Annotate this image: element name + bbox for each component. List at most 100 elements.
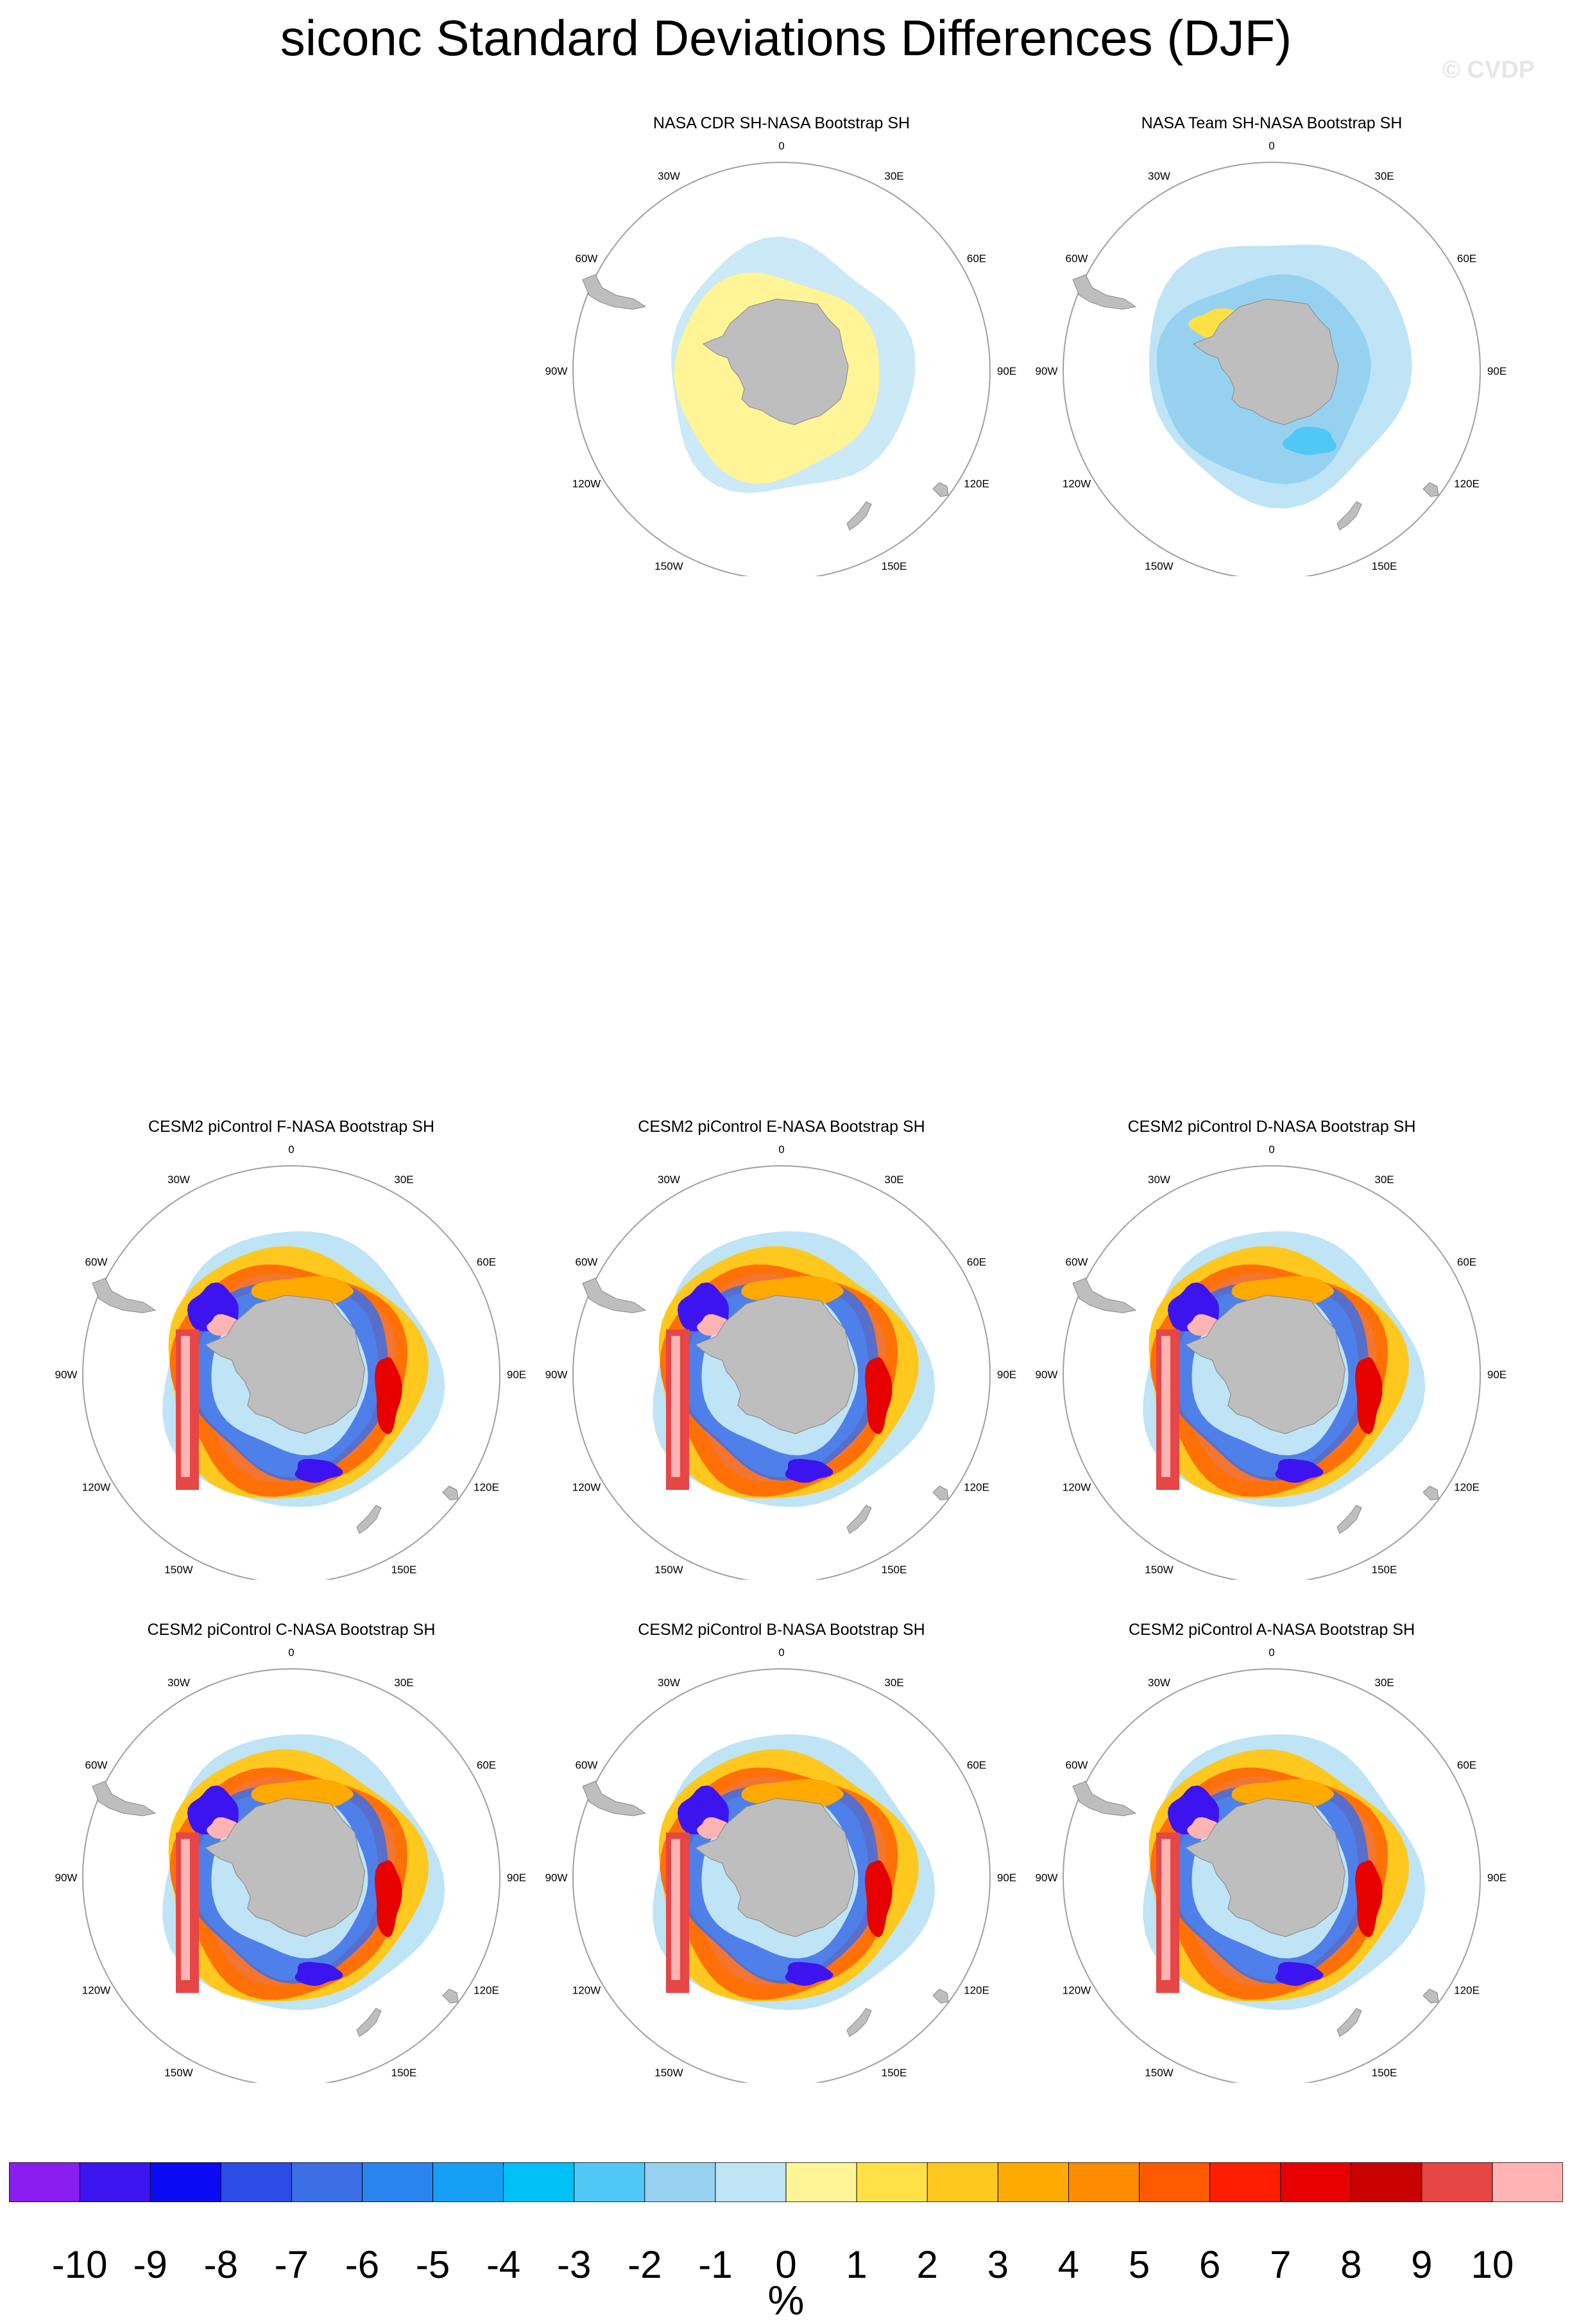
- longitude-label: 0: [288, 1646, 294, 1659]
- longitude-label: 150W: [164, 2067, 192, 2079]
- figure-title: siconc Standard Deviations Differences (…: [280, 10, 1292, 66]
- panel-title: CESM2 piControl F-NASA Bootstrap SH: [148, 1118, 434, 1136]
- panel-title: CESM2 piControl E-NASA Bootstrap SH: [638, 1118, 925, 1136]
- longitude-label: 150W: [1145, 1564, 1173, 1576]
- longitude-label: 60W: [576, 1256, 598, 1269]
- polar-map: 030E60E90E120E150E180150W120W90W60W30W: [545, 1646, 1016, 2083]
- ice-patch-red: [374, 1860, 402, 1938]
- tasmania-landmass: [442, 1988, 459, 2004]
- longitude-label: 120W: [82, 1985, 110, 1997]
- new-zealand-landmass: [846, 501, 872, 531]
- south-america-landmass: [582, 1277, 647, 1313]
- antarctica-landmass: [694, 1798, 855, 1937]
- colorbar-tick-label: 0: [775, 2243, 797, 2286]
- antarctica-landmass: [1184, 1295, 1346, 1434]
- colorbar-swatch: [432, 2162, 504, 2202]
- longitude-label: 60W: [85, 1759, 108, 1772]
- colorbar-swatch: [1068, 2162, 1140, 2202]
- colorbar-tick-label: -8: [203, 2243, 238, 2286]
- ice-band-pink: [1161, 1839, 1170, 1980]
- longitude-label: 30E: [1374, 170, 1394, 182]
- longitude-label: 150W: [654, 560, 683, 572]
- map-panel: NASA Team SH-NASA Bootstrap SH 0 30E 60E 90E…: [1028, 114, 1516, 576]
- map-panel: CESM2 piControl D-NASA Bootstrap SH 0 30E 6…: [1028, 1118, 1516, 1580]
- ice-ring-blue: [186, 1784, 389, 1984]
- longitude-label: 90W: [1036, 1872, 1058, 1884]
- antarctica-landmass: [1184, 1798, 1346, 1937]
- colorbar-tick-label: 5: [1128, 2243, 1150, 2286]
- longitude-label: 30W: [1148, 1174, 1170, 1186]
- longitude-label: 150E: [1372, 2067, 1397, 2079]
- ice-patch-purple: [785, 1458, 833, 1483]
- longitude-label: 30E: [884, 170, 903, 182]
- colorbar-swatch: [291, 2162, 363, 2202]
- panel-title: NASA Team SH-NASA Bootstrap SH: [1141, 114, 1403, 132]
- longitude-label: 0: [778, 140, 784, 152]
- longitude-label: 120E: [964, 1482, 989, 1494]
- longitude-label: 60W: [576, 253, 598, 265]
- map-panel: CESM2 piControl C-NASA Bootstrap SH 0 30E 6…: [47, 1621, 535, 2083]
- polar-map: 030E60E90E120E150E180150W120W90W60W30W: [545, 140, 1016, 576]
- longitude-label: 30W: [1148, 170, 1170, 182]
- longitude-label: 0: [1269, 140, 1274, 152]
- south-america-landmass: [1072, 1781, 1137, 1816]
- new-zealand-landmass: [846, 1505, 872, 1534]
- colorbar-swatch: [221, 2162, 292, 2202]
- longitude-label: 90W: [1036, 1369, 1058, 1381]
- polar-map: 030E60E90E120E150E180150W120W90W60W30W: [1036, 140, 1507, 576]
- longitude-label: 90W: [55, 1369, 78, 1381]
- longitude-label: 120E: [474, 1482, 499, 1494]
- colorbar-swatch: [150, 2162, 221, 2202]
- colorbar-tick-label: 7: [1269, 2243, 1292, 2286]
- panel-title: CESM2 piControl D-NASA Bootstrap SH: [1127, 1118, 1416, 1136]
- new-zealand-landmass: [1337, 501, 1362, 531]
- ice-band-pink: [1161, 1336, 1170, 1477]
- longitude-label: 120W: [572, 478, 601, 490]
- colorbar-swatch: [1351, 2162, 1422, 2202]
- tasmania-landmass: [932, 482, 949, 497]
- longitude-label: 120E: [1454, 1985, 1480, 1997]
- ice-patch-red: [1354, 1860, 1383, 1938]
- longitude-label: 0: [1269, 1143, 1274, 1156]
- longitude-label: 150E: [882, 2067, 907, 2079]
- colorbar-swatch: [80, 2162, 151, 2202]
- longitude-label: 60E: [477, 1759, 496, 1772]
- longitude-label: 120E: [1454, 1482, 1480, 1494]
- longitude-label: 150W: [1145, 2067, 1173, 2079]
- new-zealand-landmass: [1337, 2008, 1362, 2037]
- longitude-label: 60E: [967, 253, 986, 265]
- south-america-landmass: [92, 1781, 157, 1816]
- longitude-label: 150W: [164, 1564, 192, 1576]
- longitude-label: 150E: [882, 560, 907, 572]
- longitude-label: 60W: [576, 1759, 598, 1772]
- longitude-label: 150E: [1372, 560, 1397, 572]
- longitude-label: 120E: [964, 478, 989, 490]
- tasmania-landmass: [932, 1485, 949, 1501]
- new-zealand-landmass: [356, 2008, 382, 2037]
- map-panel: NASA CDR SH-NASA Bootstrap SH 0 30E 60E 90E 1…: [538, 114, 1025, 576]
- colorbar-tick-label: 9: [1411, 2243, 1433, 2286]
- colorbar-tick-label: 1: [846, 2243, 867, 2286]
- longitude-label: 90W: [545, 1872, 568, 1884]
- longitude-label: 90E: [997, 1369, 1016, 1381]
- longitude-label: 60W: [1066, 1256, 1088, 1269]
- longitude-label: 60W: [1066, 1759, 1088, 1772]
- ice-ring-blue: [676, 1784, 880, 1984]
- ice-ring-blue: [186, 1281, 389, 1481]
- longitude-label: 30W: [658, 1677, 680, 1689]
- longitude-label: 90W: [55, 1872, 78, 1884]
- colorbar-swatch: [644, 2162, 716, 2202]
- colorbar-tick-label: 4: [1057, 2243, 1080, 2286]
- ice-patch-purple: [295, 1458, 343, 1483]
- colorbar-swatch: [998, 2162, 1069, 2202]
- longitude-label: 90E: [1487, 1369, 1507, 1381]
- longitude-label: 90E: [997, 1872, 1016, 1884]
- ice-band-pink: [181, 1336, 190, 1477]
- longitude-label: 60E: [1457, 1759, 1476, 1772]
- south-america-landmass: [92, 1277, 157, 1313]
- polar-map: 030E60E90E120E150E180150W120W90W60W30W: [1036, 1646, 1507, 2083]
- colorbar-swatch: [927, 2162, 998, 2202]
- ice-band-pink: [671, 1839, 680, 1980]
- colorbar-tick-label: -9: [133, 2243, 167, 2286]
- longitude-label: 150E: [1372, 1564, 1397, 1576]
